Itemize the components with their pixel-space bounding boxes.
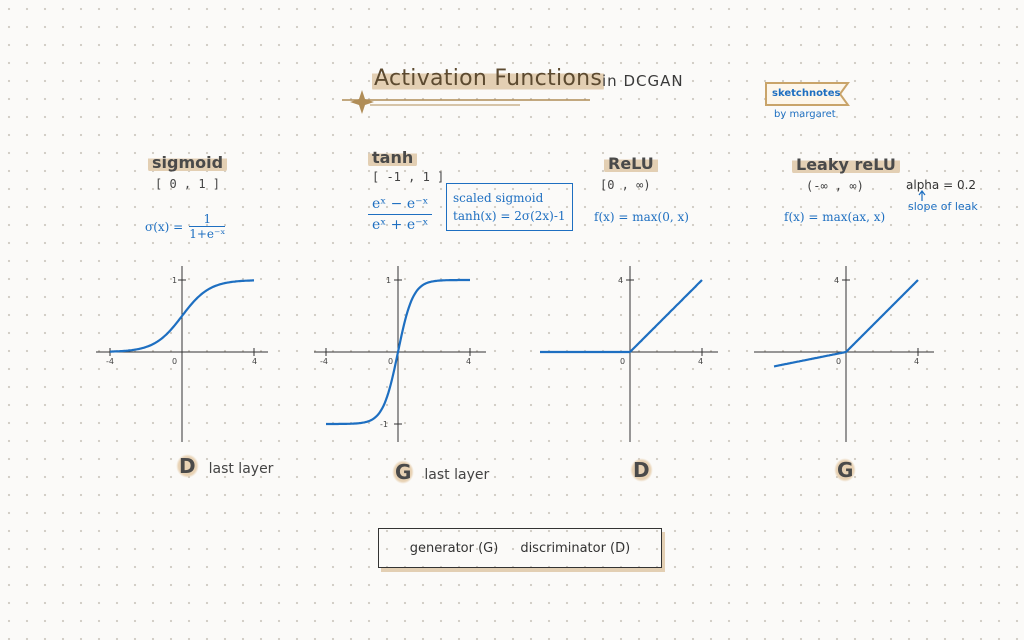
network-letter: G (834, 458, 857, 482)
author-byline: by margaret (774, 109, 836, 120)
scaled-sigmoid-box: scaled sigmoid tanh(x) = 2σ(2x)-1 (446, 183, 573, 231)
legend-box: generator (G) discriminator (D) (378, 528, 662, 568)
tick-ypos: 1 (172, 276, 177, 285)
sigmoid-curve (110, 279, 254, 353)
network-note: last layer (208, 461, 274, 477)
leaky-relu-formula: f(x) = max(ax, x) (784, 210, 886, 224)
tick-xpos: 4 (698, 357, 703, 366)
sigmoid-formula: σ(x) = 1 1+e⁻ˣ (145, 212, 226, 241)
network-note: last layer (424, 467, 490, 483)
leaky-relu-range: (-∞ , ∞) (806, 179, 864, 193)
relu-title: ReLU (604, 154, 658, 173)
box-line-1: scaled sigmoid (453, 191, 544, 205)
tick-xpos: 4 (252, 357, 257, 366)
network-letter: D (176, 454, 199, 478)
alpha-note: slope of leak (908, 200, 978, 213)
leaky-relu-usage: G (834, 458, 857, 482)
network-letter: G (392, 460, 415, 484)
tanh-usage: G last layer (392, 460, 489, 484)
tick-zero: 0 (836, 357, 841, 366)
tanh-formula: eˣ − e⁻ˣ eˣ + e⁻ˣ (368, 196, 433, 233)
tick-xpos: 4 (466, 357, 471, 366)
tick-xneg: -4 (106, 357, 114, 366)
page-title: Activation Functions (372, 66, 605, 91)
sparkle-ornament-icon (342, 90, 590, 114)
sigmoid-graph: -4 0 4 1 (96, 266, 268, 442)
tanh-range: [ -1 , 1 ] (372, 170, 445, 184)
tick-ypos: 4 (618, 276, 623, 285)
tick-xpos: 4 (914, 357, 919, 366)
network-letter: D (630, 458, 653, 482)
relu-usage: D (630, 458, 653, 482)
tick-zero: 0 (172, 357, 177, 366)
sketchnotes-badge: sketchnotes (772, 88, 841, 99)
leaky-relu-graph: 0 4 4 (754, 266, 934, 442)
arrow-up-icon (918, 190, 926, 201)
legend-generator: generator (G) (409, 540, 499, 556)
leaky-relu-curve (773, 279, 919, 368)
legend-discriminator: discriminator (D) (520, 540, 631, 556)
tick-yneg: -1 (380, 420, 388, 429)
alpha-value: alpha = 0.2 (906, 178, 977, 192)
tick-xneg: -4 (320, 357, 328, 366)
tanh-title: tanh (368, 148, 418, 167)
leaky-relu-title: Leaky reLU (792, 155, 900, 174)
tanh-curve (326, 278, 470, 426)
sigmoid-range: [ 0 , 1 ] (155, 177, 221, 191)
relu-graph: 0 4 4 (540, 266, 718, 442)
box-line-2: tanh(x) = 2σ(2x)-1 (453, 209, 566, 223)
tick-ypos: 4 (834, 276, 839, 285)
relu-formula: f(x) = max(0, x) (594, 210, 689, 224)
tanh-graph: -4 0 4 1 -1 (314, 266, 486, 442)
sigmoid-usage: D last layer (176, 454, 273, 478)
tick-zero: 0 (388, 357, 393, 366)
badge-ribbon-icon (765, 82, 850, 106)
page-subtitle: in DCGAN (602, 72, 684, 90)
tick-ypos: 1 (386, 276, 391, 285)
title-text: Activation Functions (372, 66, 605, 91)
tick-zero: 0 (620, 357, 625, 366)
relu-range: [0 , ∞) (600, 178, 651, 192)
sigmoid-title: sigmoid (148, 153, 228, 172)
relu-curve (540, 279, 703, 354)
